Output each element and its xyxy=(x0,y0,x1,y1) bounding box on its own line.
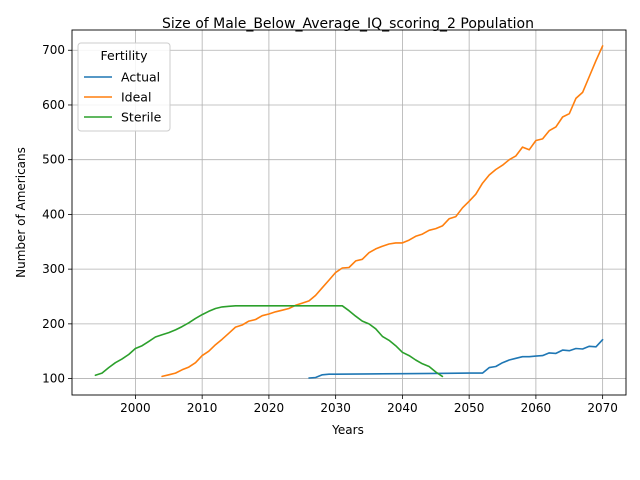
x-tick-label: 2020 xyxy=(254,401,285,415)
legend-entries: Actual Ideal Sterile xyxy=(84,70,162,125)
series-line-actual xyxy=(308,338,604,379)
x-axis-label: Years xyxy=(331,423,364,437)
series-line-ideal xyxy=(161,45,604,378)
plot-frame xyxy=(71,29,627,396)
y-tick-label: 400 xyxy=(42,207,65,221)
x-tick-label: 2070 xyxy=(587,401,618,415)
legend-label-ideal: Ideal xyxy=(121,90,151,105)
legend-box xyxy=(77,42,171,132)
grid xyxy=(72,30,626,395)
y-tick-label: 300 xyxy=(42,262,65,276)
x-tick-label: 2000 xyxy=(120,401,151,415)
chart-title: Size of Male_Below_Average_IQ_scoring_2 … xyxy=(162,16,534,32)
y-axis-label: Number of Americans xyxy=(14,147,28,278)
x-tick-label: 2050 xyxy=(454,401,485,415)
y-tick-label: 600 xyxy=(42,98,65,112)
x-tick-label: 2010 xyxy=(187,401,218,415)
x-tick-label: 2040 xyxy=(387,401,418,415)
x-tick-label: 2060 xyxy=(521,401,552,415)
y-tick-label: 200 xyxy=(42,317,65,331)
axis-ticks: 2000 2010 2020 2030 2040 2050 2060 2070 100 200 30… xyxy=(42,43,618,415)
series-line-sterile xyxy=(94,304,444,378)
y-tick-label: 700 xyxy=(42,43,65,57)
y-tick-label: 100 xyxy=(42,372,65,386)
legend-title: Fertility xyxy=(101,48,149,63)
x-tick-label: 2030 xyxy=(320,401,351,415)
y-tick-label: 500 xyxy=(42,153,65,167)
legend-label-actual: Actual xyxy=(121,70,160,85)
legend: Fertility Actual Ideal Sterile xyxy=(77,42,171,132)
legend-label-sterile: Sterile xyxy=(121,110,162,125)
series-lines xyxy=(94,45,604,379)
